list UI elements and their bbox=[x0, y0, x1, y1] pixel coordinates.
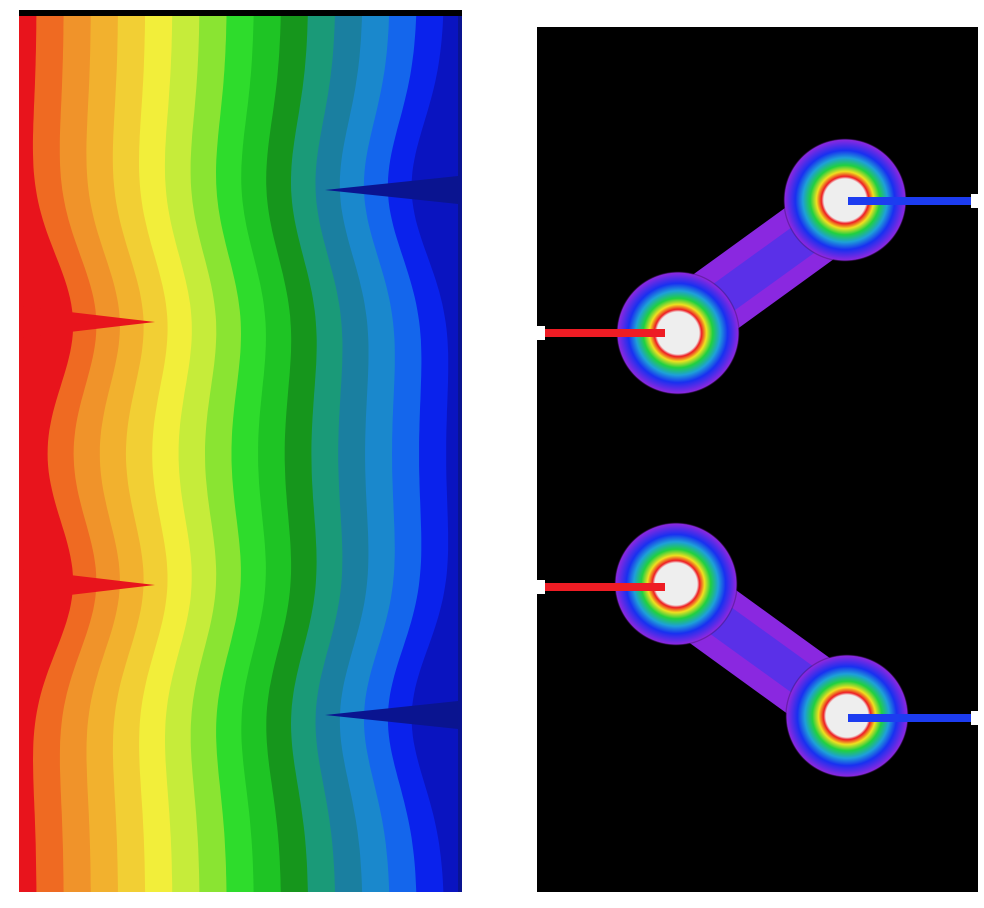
lead-terminal bbox=[971, 194, 978, 208]
lead-terminal bbox=[971, 711, 978, 725]
field-hotspot bbox=[616, 271, 740, 395]
source-electrode-spike bbox=[19, 306, 155, 338]
panel-edge bbox=[458, 16, 462, 892]
field-bridge-core bbox=[703, 603, 827, 702]
field-background bbox=[537, 27, 978, 892]
field-hotspot bbox=[783, 138, 907, 262]
right-field-intensity-panel bbox=[537, 27, 978, 892]
lead-terminal bbox=[537, 326, 545, 340]
sink-lead bbox=[848, 197, 978, 205]
field-hotspot bbox=[614, 522, 738, 646]
field-hotspot bbox=[785, 654, 909, 778]
sink-electrode-spike bbox=[325, 701, 458, 729]
sink-electrode-spike bbox=[325, 176, 458, 204]
source-electrode-spike bbox=[19, 569, 155, 601]
contour-band bbox=[411, 16, 462, 892]
source-lead-tip bbox=[600, 329, 665, 337]
left-potential-contour-panel bbox=[19, 10, 463, 892]
lead-terminal bbox=[537, 580, 545, 594]
field-bridge-core bbox=[703, 218, 827, 317]
source-lead-tip bbox=[600, 583, 665, 591]
sink-lead bbox=[848, 714, 978, 722]
